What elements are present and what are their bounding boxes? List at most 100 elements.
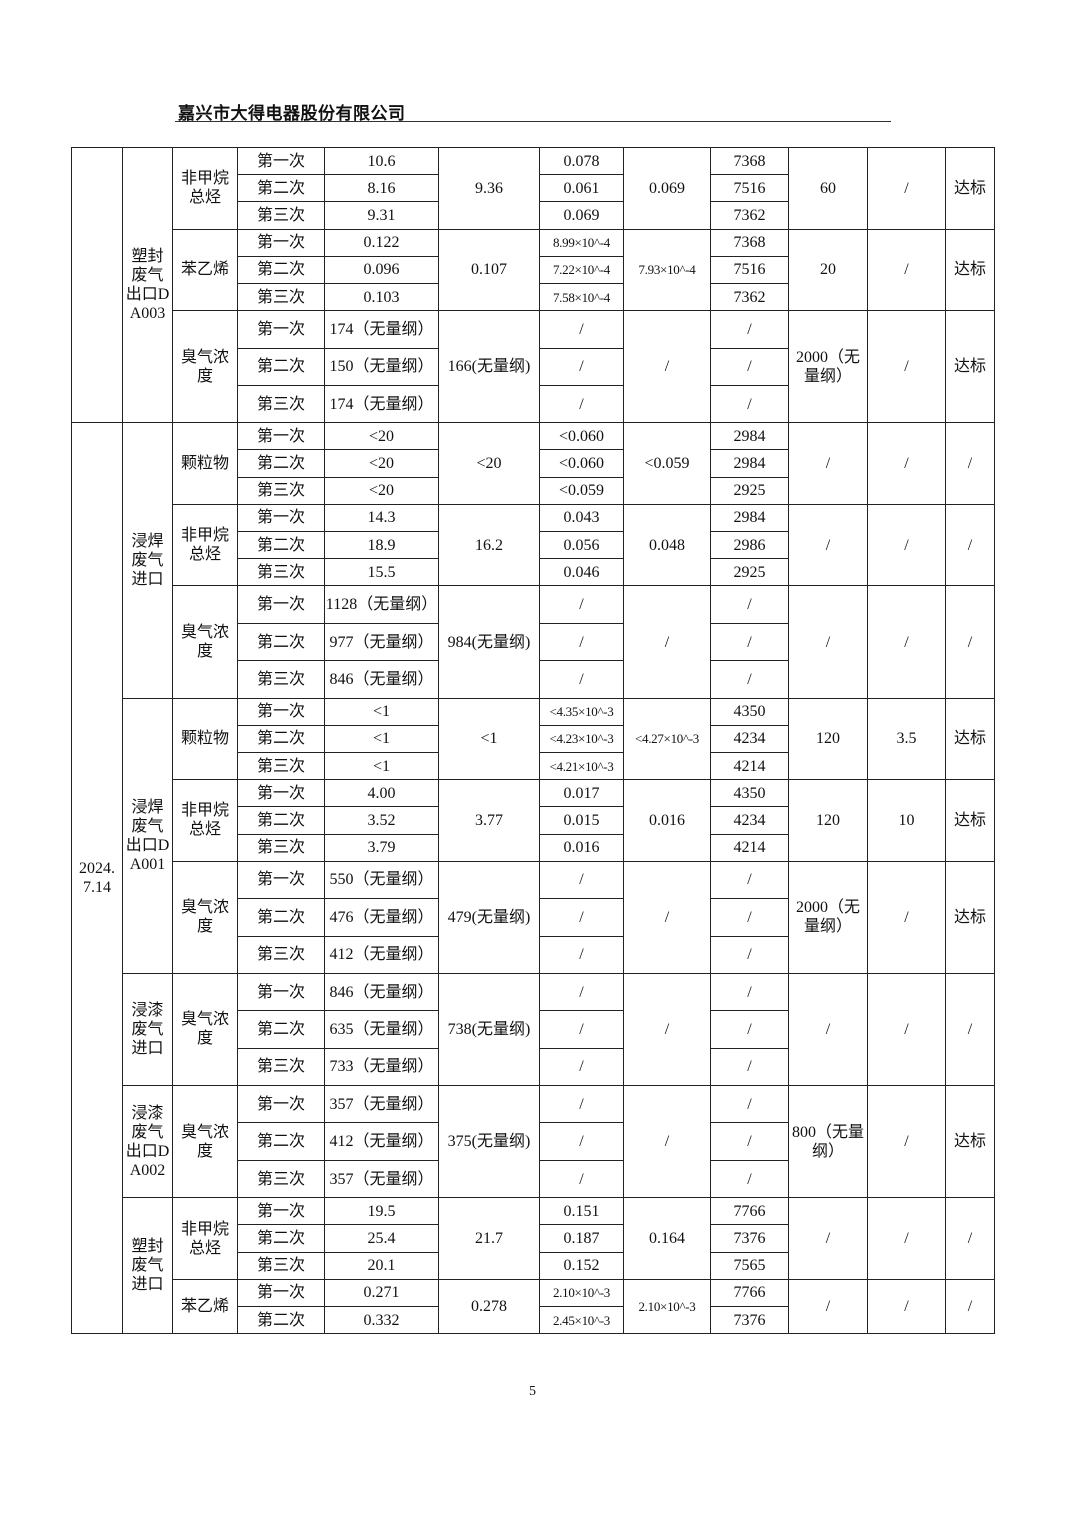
emission-rate-cell: <0.059 [539,476,624,505]
flow-cell: / [710,1047,789,1087]
average-emission-rate-cell: / [623,1085,711,1199]
run-cell: 第二次 [237,898,325,937]
emission-rate-cell: / [539,898,624,937]
concentration-limit-cell: / [788,972,868,1087]
run-cell: 第一次 [237,310,325,349]
flow-cell: / [710,347,789,386]
flow-cell: 4214 [710,751,789,781]
run-cell: 第一次 [237,697,325,726]
average-emission-rate-cell: / [623,972,711,1087]
table-row: 苯乙烯 第一次 0.122 0.107 8.99×10^-4 7.93×10^-4 7368… [72,228,995,312]
flow-cell: 7516 [710,255,789,284]
table-row: 塑封废气出口DA003 非甲烷总烃 第一次 10.6 9.36 0.078 0.069 736… [71,146,995,424]
run-cell: 第二次 [237,347,325,386]
concentration-limit-cell: / [788,503,868,587]
pollutant-cell: 苯乙烯 [172,1278,238,1335]
run-cell: 第一次 [237,503,325,533]
rate-limit-cell: / [867,1085,946,1199]
emission-rate-cell: <4.35×10^-3 [539,697,624,726]
pollutant-cell: 臭气浓度 [172,585,238,699]
flow-cell: / [710,585,789,624]
average-emission-rate-cell: / [623,860,711,974]
pollutant-cell: 非甲烷总烃 [172,1197,238,1280]
pollutant-cell: 颗粒物 [172,697,238,781]
concentration-cell: 174（无量纲） [324,310,439,349]
emission-rate-cell: / [539,585,624,624]
emission-rate-cell: / [539,860,624,900]
table-row: 第三次 733（无量纲） / / [72,1047,995,1087]
pollutant-cell: 非甲烷总烃 [172,779,238,862]
flow-cell: 4350 [710,779,789,808]
table-row: 非甲烷总烃 第一次 4.00 3.77 0.017 0.016 4350 120 10 达标 [72,779,995,862]
result-cell: / [945,972,995,1087]
average-concentration-cell: <20 [438,422,540,505]
flow-cell: 7362 [710,201,789,230]
header-rule [175,121,891,122]
average-concentration-cell: 738(无量纲) [438,972,540,1087]
flow-cell: 4234 [710,806,789,835]
concentration-cell: 846（无量纲） [324,972,439,1012]
run-cell: 第三次 [237,282,325,312]
result-cell: 达标 [945,310,995,424]
emission-rate-cell: / [539,972,624,1012]
location-cell: 塑封废气进口 [122,1197,173,1335]
concentration-limit-cell: 120 [788,697,868,781]
concentration-cell: 476（无量纲） [324,898,439,937]
concentration-cell: <1 [324,697,439,726]
run-cell: 第一次 [237,585,325,624]
location-cell: 浸焊废气进口 [122,422,173,699]
concentration-cell: 0.122 [324,228,439,257]
location-cell: 浸漆废气出口DA002 [122,1085,173,1199]
concentration-cell: 9.31 [324,201,439,230]
concentration-cell: 25.4 [324,1224,439,1253]
location-cell: 浸焊废气出口DA001 [122,697,173,974]
flow-cell: / [710,1085,789,1124]
table-row: 臭气浓度 第一次 1128（无量纲） 984(无量纲) / / / / / / [72,585,995,699]
emission-rate-cell: <4.23×10^-3 [539,724,624,753]
concentration-cell: 4.00 [324,779,439,808]
rate-limit-cell: / [867,585,946,699]
concentration-cell: <20 [324,449,439,478]
table-row: 第三次 357（无量纲） / / [72,1159,995,1199]
emission-rate-cell: 0.016 [539,833,624,862]
emission-rate-cell: / [539,1010,624,1049]
average-concentration-cell: <1 [438,697,540,781]
emission-rate-cell: 0.151 [539,1197,624,1226]
result-cell: / [945,422,995,505]
flow-cell: / [710,860,789,900]
run-cell: 第一次 [237,779,325,808]
flow-cell: 7516 [710,174,789,203]
rate-limit-cell: / [867,228,946,312]
concentration-limit-cell: 20 [788,228,868,312]
average-concentration-cell: 0.107 [438,228,540,312]
average-emission-rate-cell: <4.27×10^-3 [623,697,711,781]
rate-limit-cell: / [867,310,946,424]
rate-limit-cell: / [867,422,946,505]
average-concentration-cell: 0.278 [438,1278,540,1335]
emission-rate-cell: 2.10×10^-3 [539,1278,624,1307]
concentration-cell: 0.271 [324,1278,439,1307]
flow-cell: / [710,1159,789,1199]
location-cell: 浸漆废气进口 [122,972,173,1087]
concentration-limit-cell: 120 [788,779,868,862]
emission-rate-cell: <0.060 [539,422,624,451]
concentration-cell: <1 [324,724,439,753]
run-cell: 第三次 [237,1047,325,1087]
run-cell: 第三次 [237,476,325,505]
emission-rate-cell: / [539,660,624,699]
table-row: 第三次 20.1 0.152 7565 [72,1251,995,1280]
run-cell: 第三次 [237,935,325,974]
run-cell: 第三次 [237,660,325,699]
run-cell: 第一次 [237,860,325,900]
average-emission-rate-cell: 2.10×10^-3 [623,1278,711,1335]
concentration-limit-cell: / [788,1278,868,1335]
emission-rate-cell: 0.043 [539,503,624,533]
pollutant-cell: 臭气浓度 [172,972,238,1087]
average-emission-rate-cell: 0.069 [623,147,711,230]
concentration-cell: 3.79 [324,833,439,862]
concentration-cell: 550（无量纲） [324,860,439,900]
average-concentration-cell: 16.2 [438,503,540,587]
flow-cell: / [710,1122,789,1161]
average-emission-rate-cell: / [623,585,711,699]
run-cell: 第三次 [237,1159,325,1199]
